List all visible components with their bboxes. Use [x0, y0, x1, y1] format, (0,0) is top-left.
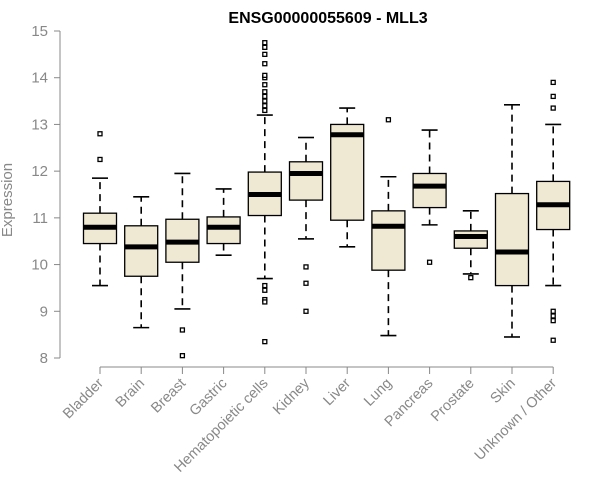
box-iqr	[124, 225, 159, 277]
outlier-point	[262, 282, 268, 289]
box-pancreas	[412, 129, 447, 265]
outlier-point	[179, 327, 186, 333]
box-liver	[330, 107, 365, 248]
y-axis: 8 9 10 11 12 13 14 15	[31, 23, 61, 367]
outlier-point	[303, 280, 309, 286]
box-kidney	[288, 136, 324, 314]
outlier-point	[550, 93, 556, 100]
outlier-point	[262, 44, 268, 50]
outlier-point	[426, 259, 433, 265]
y-tick-label: 13	[31, 116, 48, 133]
outlier-point	[262, 98, 268, 104]
box-iqr	[412, 172, 447, 209]
outlier-point	[179, 353, 186, 359]
plot-area	[82, 40, 571, 359]
outlier-point	[303, 308, 309, 314]
y-tick-label: 14	[31, 70, 48, 87]
y-axis-label: Expression	[0, 163, 16, 237]
outlier-point	[550, 308, 556, 314]
box-breast	[165, 172, 200, 359]
outlier-point	[262, 107, 268, 114]
outlier-point	[262, 93, 268, 100]
box-brain	[124, 196, 159, 329]
chart-title: ENSG00000055609 - MLL3	[228, 10, 427, 27]
outlier-point	[550, 317, 556, 324]
y-tick-label: 9	[40, 303, 48, 320]
y-tick-label: 12	[31, 163, 48, 180]
outlier-point	[468, 275, 474, 281]
box-hematopoietic-cells	[247, 40, 282, 345]
box-unknown-other	[536, 79, 571, 343]
box-gastric	[206, 188, 241, 257]
y-tick-label: 11	[32, 210, 48, 227]
outlier-point	[262, 287, 268, 293]
outlier-point	[97, 156, 103, 163]
outlier-point	[550, 313, 556, 319]
y-tick-label: 15	[31, 23, 48, 40]
outlier-point	[262, 82, 268, 88]
x-tick-label: Prostate	[428, 376, 477, 425]
outlier-point	[385, 117, 392, 123]
box-lung	[371, 117, 406, 337]
outlier-point	[262, 51, 268, 58]
y-tick-label: 8	[40, 350, 48, 367]
outlier-point	[262, 40, 268, 46]
x-tick-label: Skin	[488, 376, 519, 407]
outlier-point	[262, 338, 268, 345]
x-tick-label: Lung	[361, 376, 395, 410]
outlier-point	[303, 264, 309, 270]
x-tick-label: Brain	[113, 376, 148, 411]
box-skin	[494, 104, 530, 338]
outlier-point	[262, 61, 268, 67]
box-iqr	[371, 210, 406, 271]
y-tick-label: 10	[31, 257, 48, 274]
box-iqr	[206, 216, 241, 245]
outlier-point	[550, 105, 556, 111]
outlier-point	[550, 337, 556, 343]
box-iqr	[494, 192, 530, 287]
x-tick-label: Breast	[148, 376, 189, 417]
box-iqr	[288, 161, 324, 201]
outlier-point	[97, 131, 103, 137]
x-tick-label: Bladder	[60, 375, 107, 422]
x-tick-label: Liver	[320, 375, 354, 409]
outlier-point	[262, 299, 268, 305]
outlier-point	[262, 72, 268, 79]
box-prostate	[453, 210, 488, 281]
outlier-point	[262, 103, 268, 109]
outlier-point	[262, 89, 268, 95]
outlier-point	[550, 79, 556, 86]
box-bladder	[82, 131, 118, 287]
box-iqr	[330, 123, 365, 221]
x-tick-label: Kidney	[270, 375, 313, 418]
box-iqr	[453, 230, 488, 249]
